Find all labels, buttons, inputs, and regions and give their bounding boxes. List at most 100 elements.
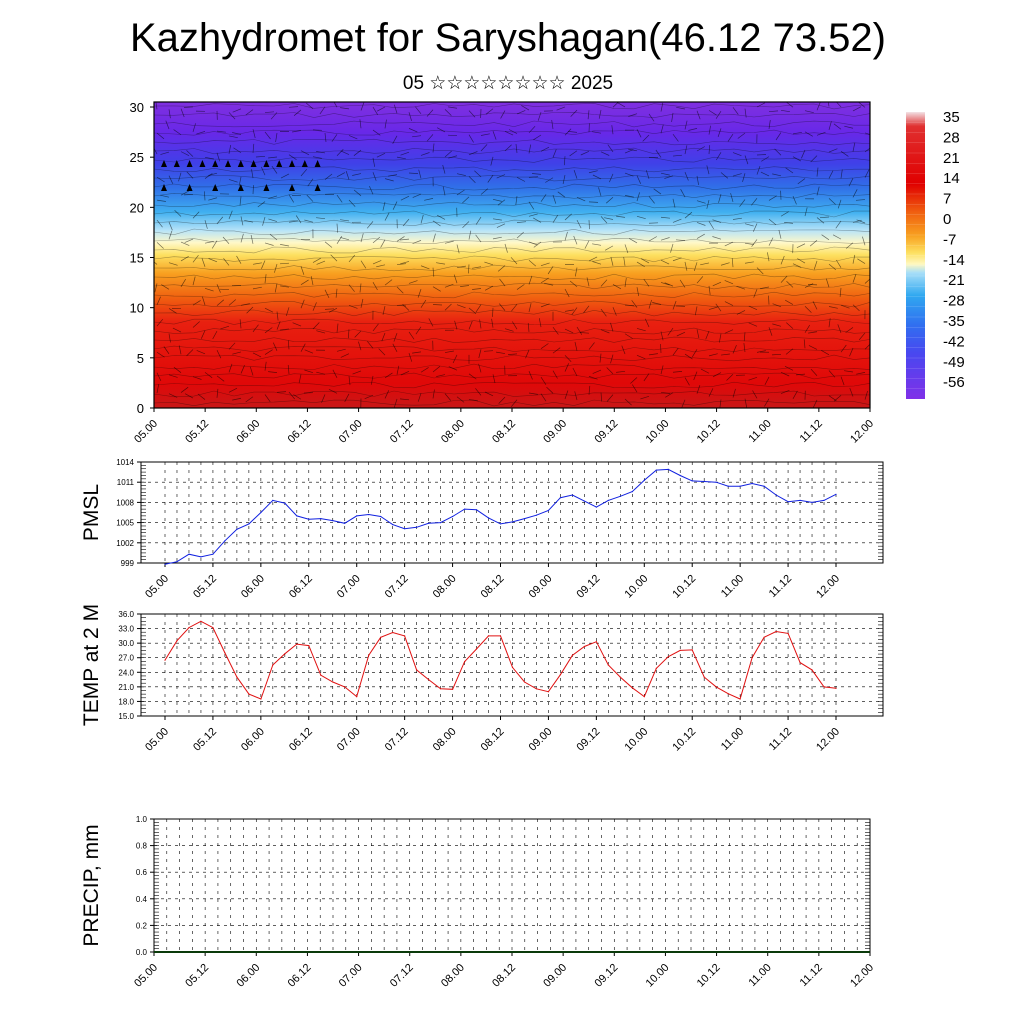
wind-barb bbox=[412, 351, 422, 354]
wind-barb bbox=[316, 151, 326, 154]
x-tick-label: 05.00 bbox=[143, 573, 171, 601]
wind-barb bbox=[828, 263, 837, 271]
wind-barb bbox=[528, 201, 535, 210]
wind-barb bbox=[330, 254, 338, 262]
wind-barb bbox=[378, 348, 386, 356]
wind-barb bbox=[372, 106, 378, 115]
wind-barb bbox=[774, 148, 782, 156]
wind-barb bbox=[393, 104, 398, 114]
wind-barb bbox=[751, 198, 758, 206]
wind-barb bbox=[252, 324, 259, 333]
wind-barb bbox=[531, 173, 542, 175]
x-tick-label: 06.00 bbox=[234, 962, 262, 990]
data-point bbox=[787, 501, 789, 503]
wind-barb bbox=[694, 306, 698, 316]
x-tick-label: 07.00 bbox=[335, 726, 363, 754]
wind-barb bbox=[785, 299, 794, 305]
wind-barb bbox=[756, 267, 764, 275]
wind-streamline bbox=[154, 345, 870, 353]
plot-frame bbox=[140, 613, 884, 717]
wind-barb bbox=[156, 219, 163, 228]
data-point bbox=[787, 632, 789, 635]
x-tick-label: 08.12 bbox=[479, 573, 507, 601]
data-point bbox=[631, 491, 633, 493]
data-point bbox=[332, 520, 334, 522]
wind-barb bbox=[648, 353, 658, 356]
wind-barb bbox=[592, 131, 602, 134]
wind-barb bbox=[216, 375, 225, 382]
wind-barb bbox=[444, 303, 452, 311]
wind-barb bbox=[737, 132, 746, 139]
data-point bbox=[188, 553, 190, 555]
wind-barb bbox=[444, 240, 454, 244]
wind-barb bbox=[835, 102, 842, 108]
wind-barb bbox=[552, 149, 557, 158]
x-tick-label: 09.00 bbox=[527, 726, 555, 754]
wind-barb bbox=[665, 392, 674, 398]
wind-barb bbox=[245, 396, 254, 403]
y-tick-label: 1008 bbox=[116, 498, 134, 507]
wind-streamline bbox=[154, 318, 870, 326]
wind-barb bbox=[660, 259, 670, 265]
wind-barb bbox=[780, 275, 788, 283]
wind-barb bbox=[300, 343, 306, 352]
wind-barb bbox=[801, 149, 806, 159]
wind-barb bbox=[540, 376, 547, 385]
x-tick-label: 08.00 bbox=[431, 573, 459, 601]
wind-barb bbox=[496, 174, 506, 179]
wind-barb bbox=[408, 172, 419, 174]
wind-barb bbox=[228, 135, 238, 139]
wind-barb bbox=[436, 262, 446, 265]
wind-barb bbox=[748, 376, 758, 381]
wind-barb bbox=[252, 262, 262, 265]
data-point bbox=[440, 688, 442, 690]
wind-barb bbox=[616, 370, 626, 373]
wind-barb bbox=[804, 306, 812, 313]
wind-barb bbox=[491, 318, 494, 328]
wind-barb bbox=[211, 240, 218, 249]
wind-barb bbox=[587, 110, 590, 120]
data-point bbox=[272, 499, 274, 501]
wind-barb bbox=[252, 185, 254, 195]
wind-barb bbox=[528, 275, 533, 285]
data-point bbox=[571, 494, 574, 496]
y-tick-label: 25 bbox=[130, 150, 144, 165]
wind-barb bbox=[319, 106, 326, 115]
wind-streamline bbox=[154, 192, 870, 200]
x-tick-label: 10.00 bbox=[644, 962, 672, 990]
wind-barb bbox=[292, 130, 302, 133]
wind-barb bbox=[261, 260, 266, 269]
data-point bbox=[260, 511, 262, 514]
wind-barb bbox=[280, 328, 290, 331]
wind-barb bbox=[496, 351, 506, 354]
data-point bbox=[428, 522, 430, 524]
wind-barb bbox=[564, 363, 570, 372]
temp-2m-panel: 15.0 18.0 21.0 24.0 27.0 30.0 33.0 36.0 05.00 05.… bbox=[80, 604, 884, 754]
wind-barb bbox=[816, 186, 820, 196]
y-tick-label: 33.0 bbox=[118, 625, 134, 634]
wind-barb bbox=[828, 370, 836, 378]
wind-barb bbox=[173, 129, 182, 136]
data-point bbox=[464, 661, 466, 663]
data-point bbox=[499, 523, 502, 525]
wind-barb bbox=[468, 264, 470, 274]
x-tick-label: 10.00 bbox=[622, 573, 650, 601]
wind-barb bbox=[384, 279, 393, 286]
wind-barb bbox=[744, 108, 747, 118]
wind-barb bbox=[160, 151, 170, 155]
wind-barb bbox=[684, 353, 693, 360]
wind-barb bbox=[180, 151, 190, 157]
x-tick-label: 10.12 bbox=[695, 962, 723, 990]
wind-barb bbox=[228, 179, 238, 183]
wind-barb bbox=[412, 193, 422, 198]
wind-barb bbox=[655, 149, 662, 158]
wind-barb bbox=[264, 111, 275, 113]
wind-barb bbox=[245, 109, 254, 116]
wind-barb bbox=[636, 328, 646, 332]
data-point bbox=[356, 696, 358, 698]
wind-barb bbox=[515, 196, 518, 206]
wind-barb bbox=[156, 372, 162, 382]
data-point bbox=[571, 654, 574, 656]
data-point bbox=[356, 515, 358, 517]
wind-barb bbox=[540, 194, 547, 202]
